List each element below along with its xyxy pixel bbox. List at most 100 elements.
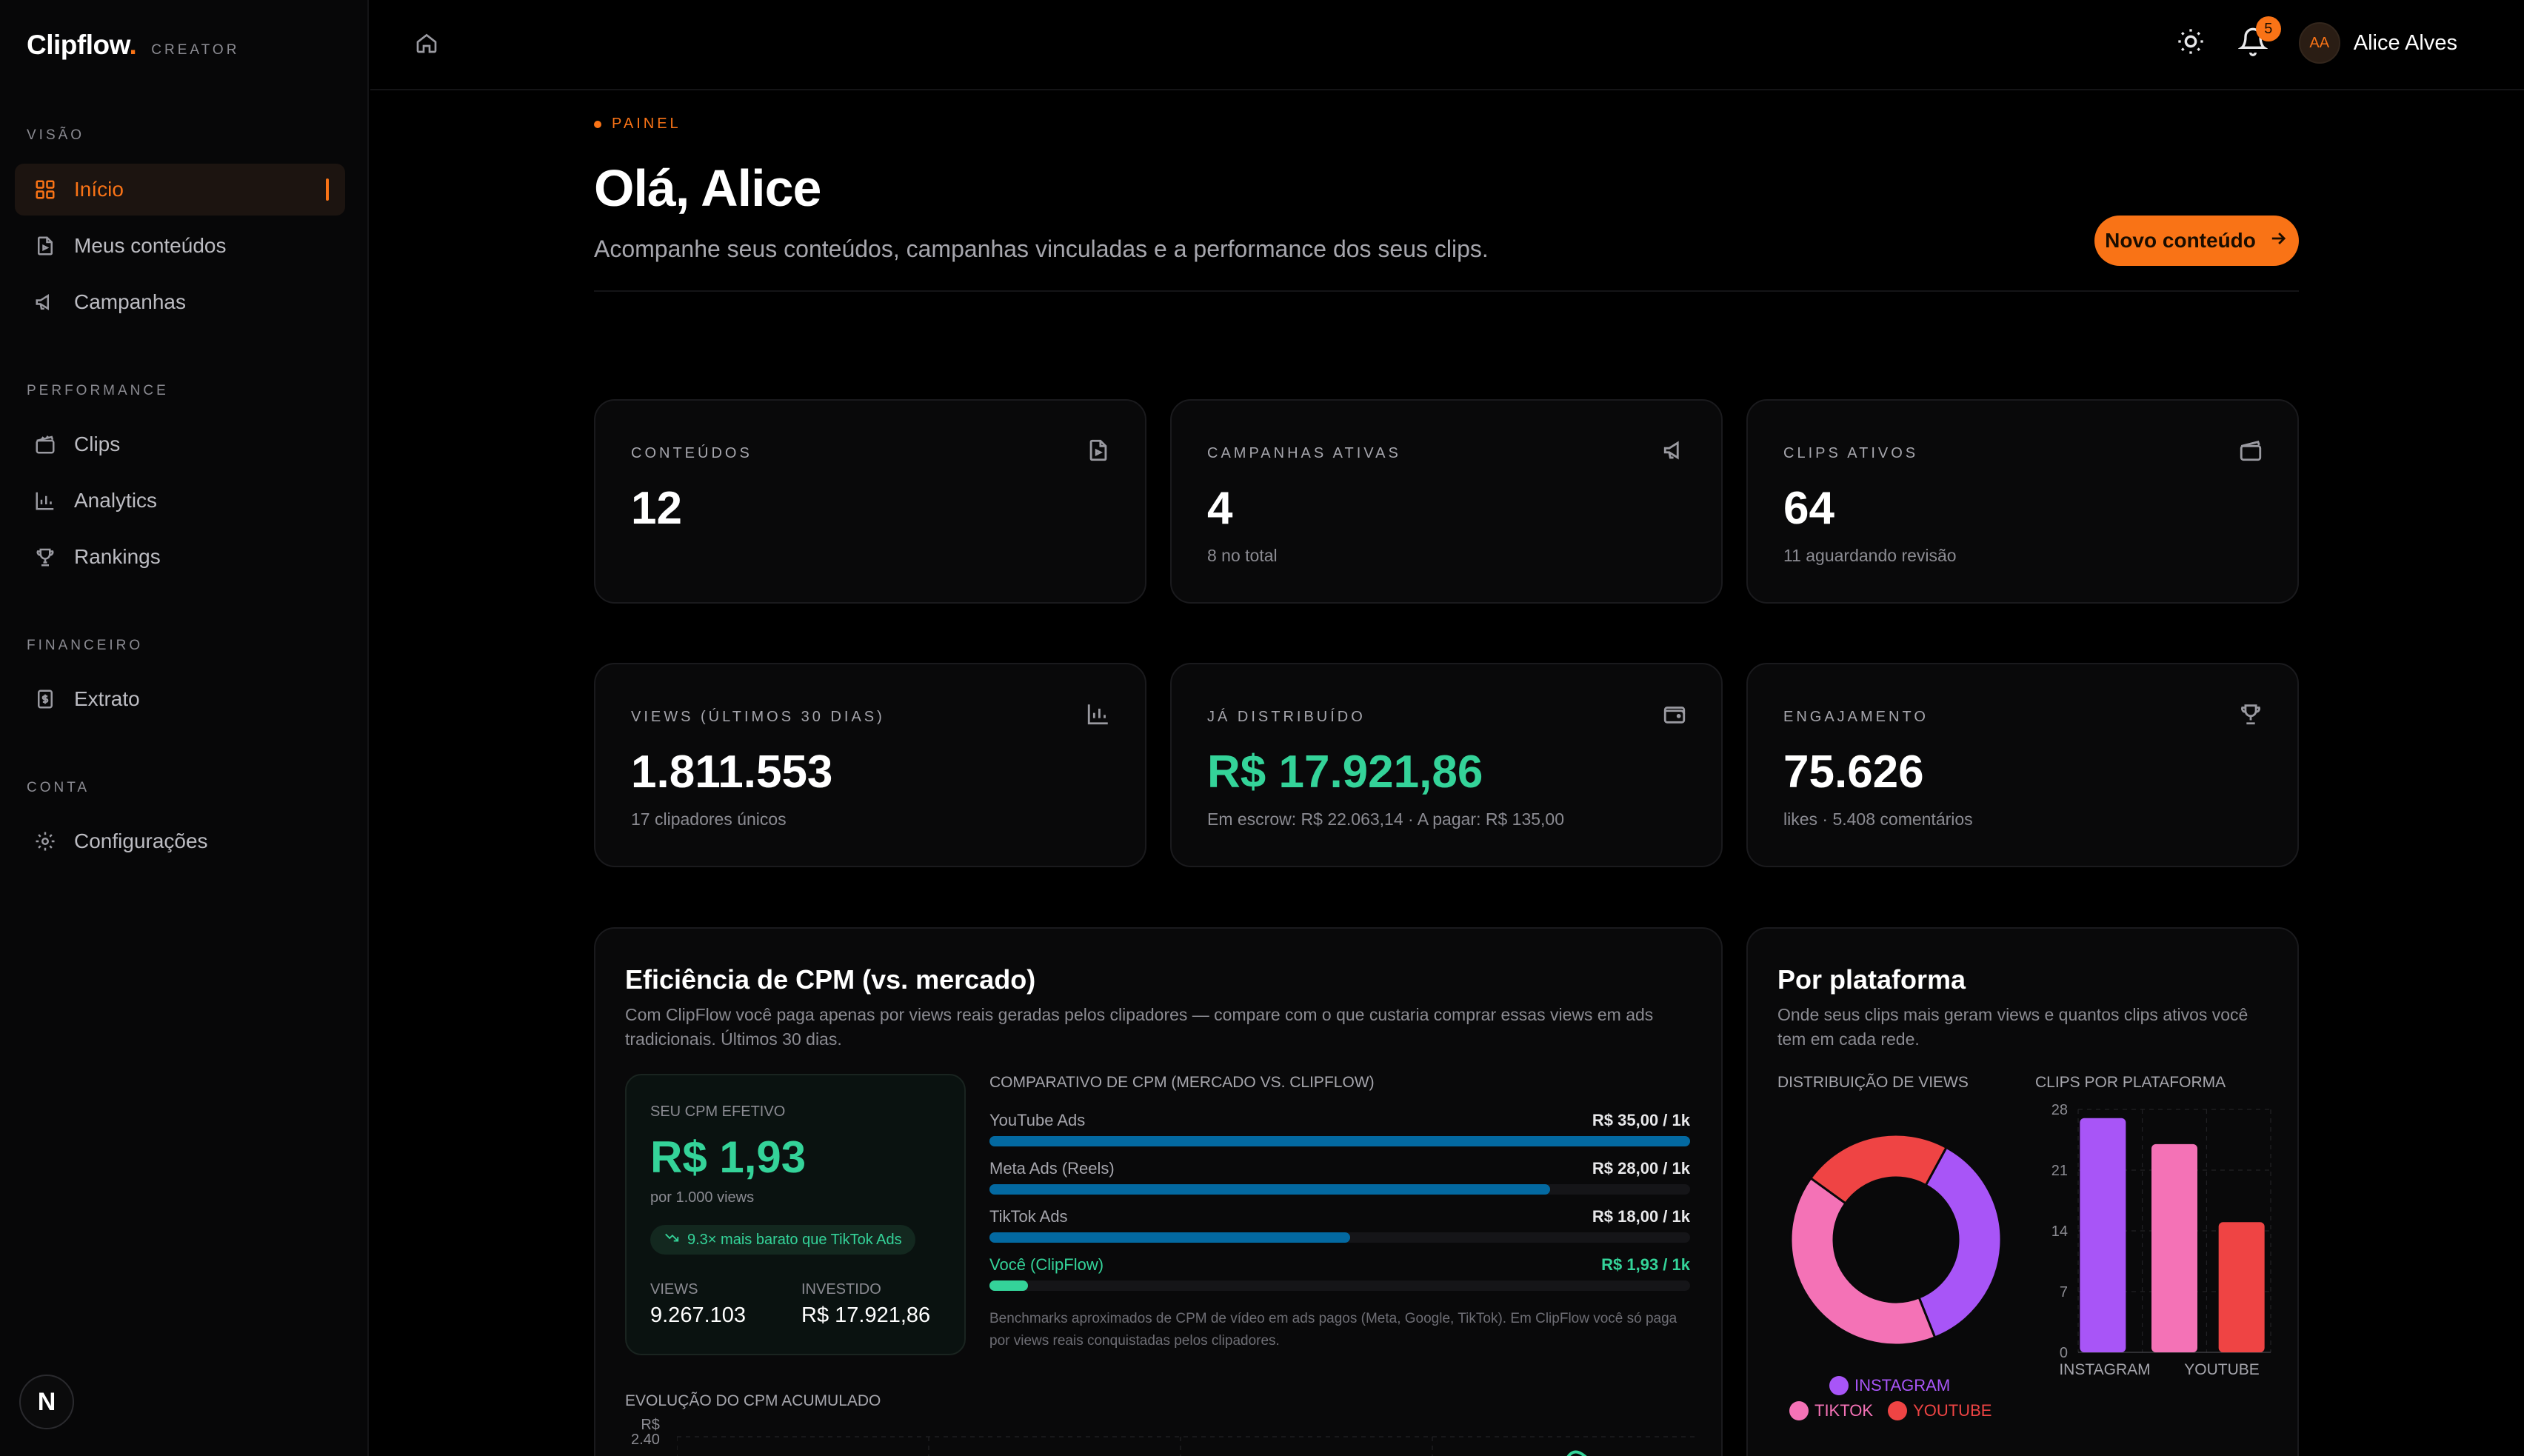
stat-card-views[interactable]: VIEWS (ÚLTIMOS 30 DIAS) 1.811.553 17 cli… bbox=[594, 663, 1146, 867]
comparison-bar bbox=[989, 1136, 1690, 1146]
arrow-right-icon bbox=[2268, 228, 2288, 254]
platform-panel: Por plataforma Onde seus clips mais gera… bbox=[1746, 927, 2299, 1456]
sidebar-item-configuracoes[interactable]: Configurações bbox=[15, 815, 345, 867]
brand-logo[interactable]: Clipflow. CREATOR bbox=[27, 30, 239, 61]
comparison-note: Benchmarks aproximados de CPM de vídeo e… bbox=[989, 1311, 1677, 1349]
stat-subtext: Em escrow: R$ 22.063,14 · A pagar: R$ 13… bbox=[1207, 809, 1565, 829]
clips-bar-chart: 0 7 14 21 28 INSTAGRAM YOUTUBE bbox=[2051, 1102, 2271, 1378]
x-tick-label: INSTAGRAM bbox=[2059, 1361, 2150, 1378]
donut-slice-tiktok[interactable] bbox=[1789, 1176, 1937, 1346]
stat-card-campanhas-ativas[interactable]: CAMPANHAS ATIVAS 4 8 no total bbox=[1170, 399, 1723, 604]
invested-label: INVESTIDO bbox=[801, 1281, 881, 1298]
cpm-comparison-row: Você (ClipFlow) R$ 1,93 / 1k bbox=[989, 1255, 1690, 1300]
cpm-value: R$ 1,93 bbox=[650, 1132, 807, 1182]
document-icon bbox=[1086, 438, 1111, 463]
views-label: VIEWS bbox=[650, 1281, 698, 1298]
sidebar-item-label: Configurações bbox=[74, 829, 208, 852]
sidebar-item-rankings[interactable]: Rankings bbox=[15, 531, 345, 583]
bar-chart-icon bbox=[34, 490, 56, 512]
comparison-bar bbox=[989, 1280, 1029, 1291]
savings-badge-text: 9.3× mais barato que TikTok Ads bbox=[687, 1231, 902, 1248]
nav-section-visao: VISÃO bbox=[27, 127, 85, 143]
y-tick-label: 28 bbox=[2051, 1102, 2068, 1118]
views-donut-chart bbox=[1789, 1133, 2003, 1346]
sidebar-item-label: Clips bbox=[74, 433, 121, 455]
sidebar-item-inicio[interactable]: Início bbox=[15, 164, 345, 216]
sidebar-item-extrato[interactable]: Extrato bbox=[15, 673, 345, 725]
framework-badge[interactable]: N bbox=[19, 1375, 74, 1429]
legend-item-instagram: INSTAGRAM bbox=[1829, 1376, 1950, 1395]
page-eyebrow: PAINEL bbox=[594, 116, 681, 133]
stat-card-ja-distribuido[interactable]: JÁ DISTRIBUÍDO R$ 17.921,86 Em escrow: R… bbox=[1170, 663, 1723, 867]
panel-description: Com ClipFlow você paga apenas por views … bbox=[625, 1005, 1654, 1049]
stat-subtext: 17 clipadores únicos bbox=[631, 809, 787, 829]
stat-value: 64 bbox=[1783, 483, 1834, 534]
page-subtitle: Acompanhe seus conteúdos, campanhas vinc… bbox=[594, 236, 1489, 262]
y-tick-label: 0 bbox=[2060, 1345, 2068, 1361]
evolution-y-tick: R$ 2.40 bbox=[631, 1417, 660, 1448]
stat-card-conteudos[interactable]: CONTEÚDOS 12 bbox=[594, 399, 1146, 604]
sun-icon bbox=[2176, 27, 2206, 60]
document-icon bbox=[34, 235, 56, 257]
trophy-icon bbox=[2238, 701, 2263, 727]
comparison-value: R$ 1,93 / 1k bbox=[1601, 1255, 1690, 1274]
clapperboard-icon bbox=[2238, 438, 2263, 463]
sidebar-item-campanhas[interactable]: Campanhas bbox=[15, 276, 345, 328]
bar-youtube[interactable] bbox=[2218, 1222, 2265, 1352]
bars-label: CLIPS POR PLATAFORMA bbox=[2035, 1074, 2226, 1091]
comparison-label: Meta Ads (Reels) bbox=[989, 1159, 1115, 1178]
sidebar-item-label: Extrato bbox=[74, 687, 140, 710]
new-content-button[interactable]: Novo conteúdo bbox=[2094, 216, 2299, 266]
cpm-comparison-row: YouTube Ads R$ 35,00 / 1k bbox=[989, 1111, 1690, 1155]
brand-name: Clipflow. bbox=[27, 30, 137, 60]
wallet-icon bbox=[1662, 701, 1687, 727]
theme-toggle-button[interactable] bbox=[2174, 27, 2207, 59]
sidebar: Clipflow. CREATOR VISÃO Início Meus cont… bbox=[0, 0, 369, 1456]
sidebar-item-label: Analytics bbox=[74, 489, 158, 512]
sidebar-item-clips[interactable]: Clips bbox=[15, 418, 345, 470]
cpm-panel: Eficiência de CPM (vs. mercado) Com Clip… bbox=[594, 927, 1723, 1456]
stat-value: R$ 17.921,86 bbox=[1207, 747, 1483, 798]
sidebar-item-analytics[interactable]: Analytics bbox=[15, 475, 345, 527]
donut-label: DISTRIBUIÇÃO DE VIEWS bbox=[1777, 1074, 1969, 1091]
savings-badge: 9.3× mais barato que TikTok Ads bbox=[650, 1225, 915, 1255]
stat-label: ENGAJAMENTO bbox=[1783, 709, 1929, 725]
comparison-track bbox=[989, 1136, 1690, 1146]
y-tick-label: 7 bbox=[2060, 1284, 2068, 1300]
bar-instagram[interactable] bbox=[2080, 1118, 2126, 1352]
stat-card-engajamento[interactable]: ENGAJAMENTO 75.626 likes · 5.408 comentá… bbox=[1746, 663, 2299, 867]
new-content-label: Novo conteúdo bbox=[2105, 229, 2256, 252]
comparison-title: COMPARATIVO DE CPM (MERCADO VS. CLIPFLOW… bbox=[989, 1074, 1375, 1091]
bar-tiktok[interactable] bbox=[2151, 1143, 2197, 1352]
notifications-button[interactable]: 5 bbox=[2237, 16, 2281, 59]
panel-title: Eficiência de CPM (vs. mercado) bbox=[625, 964, 1036, 995]
donut-legend-row-2: TIKTOK YOUTUBE bbox=[1789, 1401, 1992, 1420]
stat-label: JÁ DISTRIBUÍDO bbox=[1207, 709, 1366, 725]
brand-subtitle: CREATOR bbox=[151, 42, 240, 58]
donut-slice-youtube[interactable] bbox=[1809, 1133, 1949, 1205]
comparison-label: Você (ClipFlow) bbox=[989, 1255, 1104, 1274]
views-value: 9.267.103 bbox=[650, 1303, 747, 1327]
clapperboard-icon bbox=[34, 433, 56, 455]
legend-dot bbox=[1888, 1401, 1908, 1420]
cpm-comparison-row: Meta Ads (Reels) R$ 28,00 / 1k bbox=[989, 1159, 1690, 1203]
grid-icon bbox=[34, 178, 56, 201]
bar-chart-icon bbox=[1086, 701, 1111, 727]
comparison-label: YouTube Ads bbox=[989, 1111, 1086, 1129]
sidebar-item-label: Início bbox=[74, 178, 124, 201]
home-icon[interactable] bbox=[415, 31, 438, 55]
avatar: AA bbox=[2298, 22, 2340, 64]
y-tick-label: 21 bbox=[2051, 1163, 2068, 1179]
nav-section-conta: CONTA bbox=[27, 780, 90, 795]
stat-card-clips-ativos[interactable]: CLIPS ATIVOS 64 11 aguardando revisão bbox=[1746, 399, 2299, 604]
user-menu[interactable]: AA Alice Alves bbox=[2298, 22, 2457, 64]
legend-dot bbox=[1789, 1401, 1809, 1420]
donut-slice-instagram[interactable] bbox=[1917, 1146, 2003, 1339]
stat-subtext: likes · 5.408 comentários bbox=[1783, 809, 1973, 829]
eyebrow-dot bbox=[594, 120, 601, 128]
sidebar-item-meus-conteudos[interactable]: Meus conteúdos bbox=[15, 220, 345, 272]
active-indicator bbox=[326, 178, 329, 201]
notification-count-badge: 5 bbox=[2255, 16, 2281, 41]
megaphone-icon bbox=[1662, 438, 1687, 463]
x-tick-label: YOUTUBE bbox=[2184, 1361, 2260, 1378]
